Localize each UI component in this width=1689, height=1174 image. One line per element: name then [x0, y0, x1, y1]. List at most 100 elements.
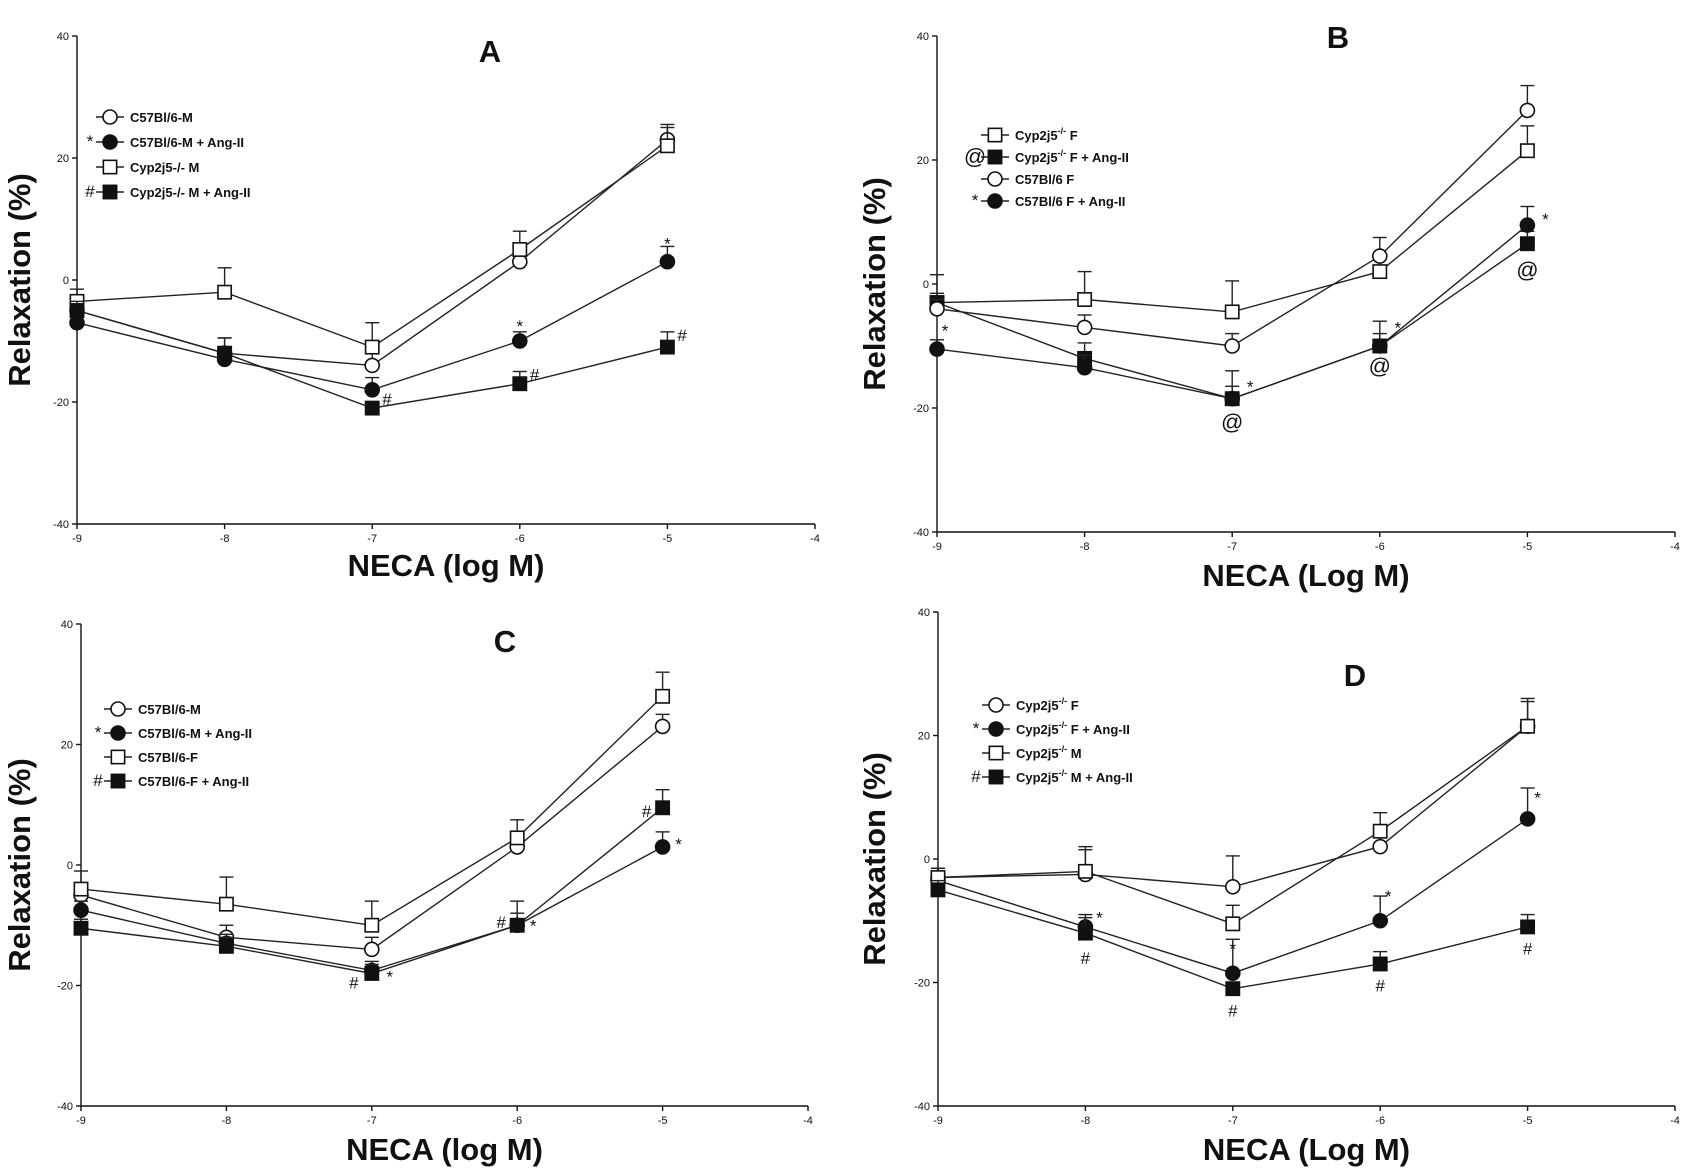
- significance-mark: #: [642, 802, 652, 821]
- y-tick-label: -40: [57, 1101, 73, 1113]
- y-tick-label: 40: [61, 619, 73, 631]
- data-point: [509, 830, 525, 846]
- legend-superscript: -/-: [1059, 720, 1068, 730]
- series-3: [69, 300, 675, 416]
- significance-mark: @: [1369, 354, 1391, 379]
- x-tick-label: -7: [367, 1115, 377, 1127]
- significance-mark: *: [1534, 788, 1541, 807]
- significance-mark: #: [496, 913, 506, 932]
- significance-mark: #: [677, 326, 687, 345]
- legend-marker: [110, 749, 126, 765]
- significance-mark: #: [530, 366, 540, 385]
- significance-mark: *: [1385, 887, 1392, 906]
- y-axis-label: Relaxation (%): [857, 752, 892, 966]
- legend: C57Bl/6-M * C57Bl/6-M + Ang-II Cyp2j5-/- M #…: [85, 109, 251, 201]
- data-point: [655, 688, 671, 704]
- series-3: [929, 205, 1536, 407]
- data-point: [364, 339, 380, 355]
- y-tick-label: 40: [57, 31, 69, 43]
- legend-symbol: @: [964, 144, 986, 169]
- data-point: [1372, 248, 1388, 264]
- significance-mark: *: [530, 916, 537, 935]
- legend-marker: [988, 745, 1004, 761]
- legend-label: Cyp2j5-/- M: [1016, 744, 1082, 761]
- y-tick-label: -20: [913, 403, 929, 415]
- legend-superscript: -/-: [1059, 744, 1068, 754]
- data-point: [1519, 811, 1536, 827]
- x-tick-label: -9: [932, 541, 942, 553]
- y-tick-label: -40: [913, 527, 929, 539]
- y-axis-label: Relaxation (%): [2, 758, 37, 972]
- significance-mark: *: [675, 835, 682, 854]
- legend-label: Cyp2j5-/- F + Ang-II: [1015, 148, 1129, 165]
- legend-label: Cyp2j5-/- F: [1016, 696, 1079, 713]
- legend-label: C57Bl/6-M: [130, 110, 193, 125]
- data-point: [929, 341, 945, 357]
- legend-marker: [102, 134, 118, 150]
- x-tick-label: -5: [663, 533, 673, 545]
- legend: C57Bl/6-M * C57Bl/6-M + Ang-II C57Bl/6-F # C5…: [93, 701, 252, 790]
- significance-mark: @: [1221, 410, 1243, 435]
- x-tick-label: -8: [220, 533, 230, 545]
- data-point: [512, 242, 528, 257]
- legend-marker: [987, 193, 1003, 209]
- legend-superscript: -/-: [1058, 148, 1067, 158]
- data-point: [1224, 390, 1240, 407]
- y-tick-label: 20: [61, 740, 73, 752]
- y-tick-label: 0: [924, 854, 930, 866]
- data-point: [509, 917, 525, 933]
- data-point: [364, 357, 381, 374]
- data-point: [217, 284, 233, 300]
- data-point: [655, 800, 671, 816]
- data-point: [659, 339, 675, 355]
- data-point: [1372, 264, 1388, 280]
- legend-superscript: -/-: [1058, 126, 1067, 136]
- data-point: [1519, 217, 1536, 233]
- x-axis-label: NECA (log M): [348, 548, 545, 583]
- data-point: [654, 839, 671, 855]
- legend: Cyp2j5-/- F @ Cyp2j5-/- F + Ang-II C57Bl/6 …: [964, 126, 1129, 210]
- legend-label: Cyp2j5-/- F + Ang-II: [1016, 720, 1130, 737]
- x-tick-label: -4: [1670, 541, 1680, 553]
- data-point: [1076, 359, 1093, 376]
- x-tick-label: -8: [222, 1115, 232, 1127]
- panel-title: B: [1327, 20, 1349, 55]
- x-tick-label: -4: [810, 533, 820, 545]
- x-tick-label: -6: [515, 533, 525, 545]
- x-tick-label: -4: [803, 1115, 813, 1127]
- data-point: [364, 400, 380, 416]
- significance-mark: *: [1096, 909, 1103, 928]
- significance-mark: #: [1081, 949, 1091, 968]
- panel-d: -40 -20 0 20 40 -9 -8 -7 -6 -5 -4 NECA (Log M) Relax…: [857, 607, 1680, 1167]
- legend-label: Cyp2j5-/- M + Ang-II: [130, 185, 251, 200]
- legend-marker: [988, 721, 1004, 737]
- data-point: [1225, 981, 1241, 997]
- y-tick-label: 20: [57, 153, 69, 165]
- data-point: [218, 938, 234, 954]
- significance-mark: #: [1228, 1001, 1238, 1020]
- x-tick-label: -9: [72, 533, 82, 545]
- legend-symbol: *: [973, 719, 980, 738]
- y-tick-label: 0: [923, 279, 929, 291]
- y-tick-label: 20: [917, 155, 929, 167]
- data-point: [1077, 863, 1093, 879]
- legend-suffix: F: [1066, 128, 1078, 143]
- y-axis-label-group: Relaxation (%): [857, 752, 892, 966]
- legend-label: Cyp2j5-/- F: [1015, 126, 1078, 143]
- legend-label: C57Bl/6-F: [138, 750, 198, 765]
- legend-suffix: M + Ang-II: [1067, 770, 1133, 785]
- data-point: [1520, 919, 1536, 935]
- data-point: [1372, 338, 1388, 354]
- data-point: [1225, 878, 1241, 895]
- data-point: [1372, 912, 1388, 929]
- panel-title: C: [494, 624, 516, 659]
- data-point: [1224, 338, 1240, 354]
- data-point: [218, 896, 234, 912]
- data-point: [364, 965, 380, 981]
- data-point: [1076, 319, 1093, 336]
- panel-title: D: [1344, 658, 1366, 693]
- data-point: [1372, 838, 1388, 855]
- significance-mark: *: [386, 967, 393, 986]
- y-axis-label-group: Relaxation (%): [857, 177, 892, 391]
- x-tick-label: -5: [1523, 1115, 1533, 1127]
